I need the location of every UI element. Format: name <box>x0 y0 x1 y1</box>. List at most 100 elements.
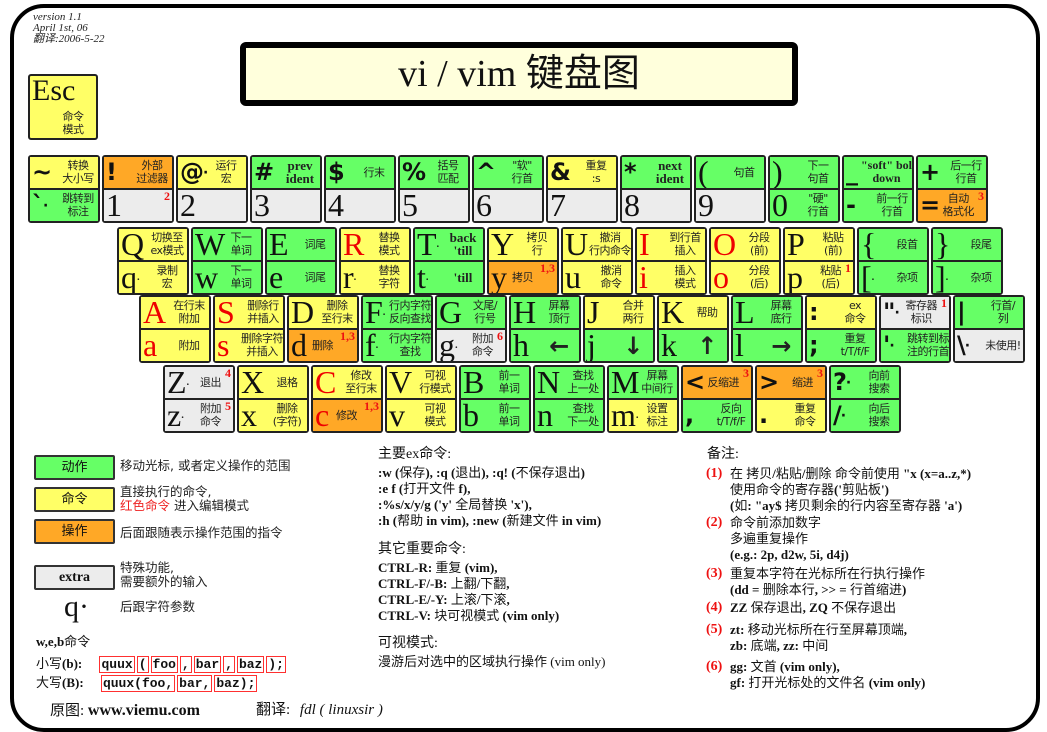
key-desc: 附加 <box>178 339 201 352</box>
key-char: 7 <box>550 190 566 221</box>
key-bottom-half: '· 跳转到标 注的行首 <box>881 330 949 361</box>
key-char-text: o <box>713 262 729 293</box>
word-segment: , <box>179 656 192 673</box>
command-line: :h (帮助 in vim), :new (新建文件 in vim) <box>378 513 602 528</box>
key-bottom-half: d 删除 1,3 <box>289 330 357 361</box>
ex-heading: 主要ex命令: <box>378 447 452 462</box>
note-line: (如: "ay$ 拷贝剩余的行内容至寄存器 'a') <box>730 498 963 513</box>
key-bottom-half: z· 附加 命令 5 <box>165 400 233 431</box>
key-char: O <box>713 229 736 260</box>
command-line: CTRL-E/-Y: 上滚/下滚, <box>378 592 510 607</box>
key-desc: 向后 搜索 <box>868 402 891 428</box>
legend-argument-text: 后跟字符参数 <box>120 599 196 614</box>
key-char: _ <box>846 157 858 188</box>
argument-dot-icon: · <box>840 408 847 424</box>
web-title: w,e,b命令 <box>36 634 91 649</box>
key-char-text: B <box>463 367 485 398</box>
key-desc: 重复 命令 <box>794 402 817 428</box>
key-desc: ex 命令 <box>844 299 867 325</box>
key-top-half: I 到行首 插入 <box>637 229 705 260</box>
key-char: K <box>661 297 684 328</box>
command-line: CTRL-F/-B: 上翻/下翻, <box>378 576 510 591</box>
key-char: ^ <box>476 157 496 188</box>
key-desc: 粘贴 (后) <box>820 264 842 290</box>
key-char: & <box>550 157 571 188</box>
key-bottom-half: . 重复 命令 <box>757 400 825 431</box>
key-char-text: = <box>920 191 941 219</box>
other-heading: 其它重要命令: <box>378 542 466 557</box>
key-desc: 杂项 <box>970 271 993 284</box>
key-desc: 前一 单词 <box>498 369 521 395</box>
key-bottom-half: 7 <box>548 190 616 221</box>
key-D: D 删除 至行末 d 删除 1,3 <box>287 295 359 363</box>
key-desc: 前一 单词 <box>498 402 521 428</box>
key-char: U <box>565 229 588 260</box>
key-char: o <box>713 262 729 293</box>
key-char: u <box>565 262 581 293</box>
key-bottom-half: q· 录制 宏 <box>119 262 187 293</box>
key-char: | <box>957 297 966 328</box>
key-char-text: i <box>639 262 648 293</box>
key-bottom-half: i 插入 模式 <box>637 262 705 293</box>
key-symbol: # prev ident 3 <box>250 155 322 223</box>
key-desc: 段首 <box>896 238 919 251</box>
key-char-text: V <box>389 367 413 398</box>
footnote-ref: 4 <box>225 367 231 380</box>
key-char-text: Y <box>491 229 515 260</box>
key-desc: 修改 至行末 <box>345 369 377 395</box>
key-char-text: g <box>439 330 455 361</box>
key-I: I 到行首 插入 i 插入 模式 <box>635 227 707 295</box>
key-desc: 删除 (字符) <box>272 402 302 428</box>
word-segment: ); <box>266 656 286 673</box>
key-top-half: > 缩进 3 <box>757 367 825 398</box>
key-symbol: (句首 9 <box>694 155 766 223</box>
argument-dot-icon: · <box>454 340 459 356</box>
key-char: ]· <box>935 262 949 293</box>
footnote-ref: 1 <box>941 297 947 310</box>
key-desc: 撤消 行内命令 <box>589 231 631 257</box>
key-char-text: $ <box>328 158 345 186</box>
key-char: b <box>463 400 479 431</box>
word-segment: quux <box>99 656 135 673</box>
key-desc: 重复 :s <box>585 159 608 185</box>
note-number: (4) <box>706 600 723 615</box>
key-symbol: {段首 [· 杂项 <box>857 227 929 295</box>
key-char-text: ' <box>883 331 891 359</box>
key-char-text: / <box>833 401 842 429</box>
key-char-text: _ <box>846 158 858 186</box>
key-symbol: | 行首/ 列 \· 未使用! <box>953 295 1025 363</box>
key-symbol: * next ident 8 <box>620 155 692 223</box>
key-desc: 行内字符 查找 <box>389 332 431 358</box>
legend-command-text: 直接执行的命令, 红色命令 进入编辑模式 <box>120 485 249 513</box>
key-char-text: ? <box>833 368 847 396</box>
word-segment: foo <box>150 656 178 673</box>
web-upper: 大写(B): quux(foo, bar, baz); <box>36 675 259 692</box>
key-char: ( <box>698 157 709 188</box>
key-char-text: l <box>735 330 744 361</box>
key-symbol: : ex 命令; 重复 t/T/f/F <box>805 295 877 363</box>
key-desc: 合并 两行 <box>622 299 645 325</box>
legend-extra-box: extra <box>34 565 115 590</box>
key-char: . <box>759 400 768 431</box>
key-desc: 运行 宏 <box>215 159 238 185</box>
key-char-text: " <box>883 298 896 326</box>
note-line: gf: 打开光标处的文件名 (vim only) <box>730 675 926 690</box>
key-char: "· <box>883 297 900 328</box>
diagram-frame <box>10 4 1040 732</box>
key-G: G 文尾/ 行号 g· 附加 命令 6 <box>435 295 507 363</box>
key-top-half: % 括号 匹配 <box>400 157 468 188</box>
key-char: 6 <box>476 190 492 221</box>
key-top-half: $ 行末 <box>326 157 394 188</box>
web-lower-example: quux(foo, bar, baz); <box>99 656 287 673</box>
key-char: d <box>291 330 307 361</box>
key-F: F· 行内字符 反向查找 f· 行内字符 查找 <box>361 295 433 363</box>
key-bottom-half: s 删除字符 并插入 <box>215 330 283 361</box>
key-desc: 前一行 行首 <box>876 192 908 218</box>
key-char-text: Z <box>167 367 187 398</box>
key-char: Esc <box>32 74 76 107</box>
key-top-half: C 修改 至行末 <box>313 367 381 398</box>
key-char: { <box>861 229 876 260</box>
key-bottom-half: 3 <box>252 190 320 221</box>
key-S: S 删除行 并插入 s 删除字符 并插入 <box>213 295 285 363</box>
key-char-text: ) <box>772 157 783 188</box>
